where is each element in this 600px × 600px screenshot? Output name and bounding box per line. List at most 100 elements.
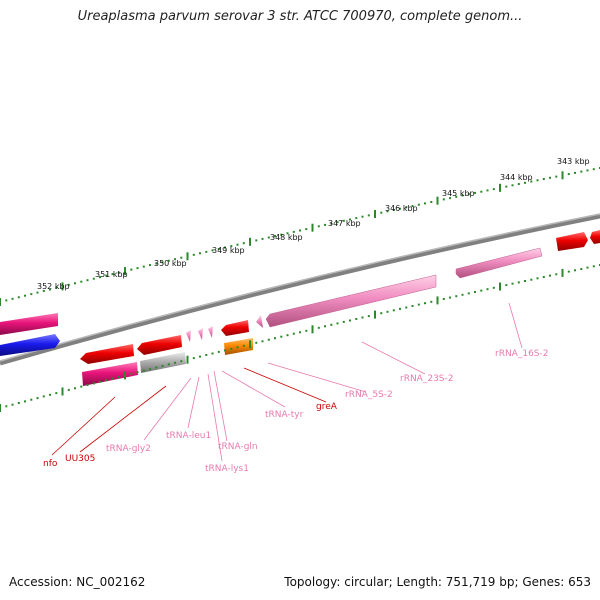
- gene-feature: [0, 334, 60, 356]
- minor-tick: [161, 261, 164, 264]
- minor-tick: [586, 169, 589, 172]
- minor-tick: [517, 183, 520, 185]
- minor-tick: [80, 280, 83, 283]
- minor-tick: [592, 265, 595, 268]
- minor-tick: [242, 242, 245, 245]
- minor-tick: [192, 357, 195, 360]
- minor-tick: [430, 300, 433, 303]
- minor-tick: [330, 222, 333, 225]
- genome-stats-text: Topology: circular; Length: 751,719 bp; …: [284, 575, 591, 589]
- gene-feature: [140, 352, 186, 373]
- minor-tick: [155, 366, 158, 369]
- minor-tick: [174, 361, 176, 364]
- callout-line: [51, 396, 116, 456]
- gene-label-rrna-5s-2: rRNA_5S-2: [345, 390, 393, 400]
- minor-tick: [99, 380, 101, 383]
- minor-tick: [149, 368, 151, 371]
- gene-feature: [80, 344, 134, 364]
- minor-tick: [286, 232, 289, 235]
- scale-label: 349 kbp: [212, 246, 245, 255]
- minor-tick: [99, 276, 101, 279]
- minor-tick: [117, 271, 120, 274]
- minor-tick: [549, 274, 551, 277]
- scale-label: 350 kbp: [154, 259, 187, 268]
- minor-tick: [342, 219, 345, 222]
- minor-tick: [142, 369, 145, 372]
- gene-labels: nfo UU305 tRNA-gly2 tRNA-leu1 tRNA-gln t…: [43, 349, 548, 474]
- gene-label-trna-lys1: tRNA-lys1: [205, 464, 249, 474]
- major-tick: [61, 282, 64, 291]
- minor-tick: [555, 273, 558, 276]
- minor-tick: [361, 215, 364, 218]
- callout-line: [508, 302, 523, 349]
- gene-feature: [198, 328, 203, 340]
- minor-tick: [517, 281, 520, 284]
- minor-tick: [136, 267, 139, 270]
- gene-label-uu305: UU305: [65, 454, 95, 464]
- minor-tick: [392, 209, 395, 211]
- minor-tick: [349, 218, 351, 221]
- minor-tick: [524, 280, 526, 282]
- minor-tick: [161, 364, 164, 367]
- minor-tick: [367, 214, 370, 217]
- minor-tick: [199, 355, 201, 358]
- major-tick: [436, 196, 439, 205]
- major-tick: [186, 355, 189, 364]
- minor-tick: [399, 307, 401, 310]
- minor-tick: [280, 233, 283, 236]
- major-tick: [0, 404, 1, 412]
- minor-tick: [211, 352, 214, 355]
- major-tick: [249, 340, 251, 349]
- minor-tick: [67, 283, 70, 286]
- forward-strand-genes: [0, 230, 600, 335]
- minor-tick: [342, 320, 345, 323]
- minor-tick: [549, 176, 551, 179]
- gene-feature: [186, 330, 191, 342]
- minor-tick: [117, 376, 120, 378]
- minor-tick: [424, 302, 426, 305]
- minor-tick: [267, 236, 270, 239]
- minor-tick: [55, 286, 58, 289]
- minor-tick: [292, 332, 295, 335]
- minor-tick: [24, 294, 26, 297]
- minor-tick: [580, 170, 583, 173]
- minor-tick: [336, 221, 339, 224]
- scale-label: 345 kbp: [442, 189, 475, 198]
- minor-tick: [411, 305, 414, 307]
- minor-tick: [355, 318, 358, 320]
- gene-label-trna-leu1: tRNA-leu1: [166, 431, 211, 441]
- minor-tick: [530, 278, 533, 281]
- inner-scale-ticks: [0, 264, 600, 412]
- minor-tick: [467, 292, 470, 295]
- minor-tick: [386, 310, 389, 313]
- major-tick: [561, 171, 564, 180]
- minor-tick: [230, 347, 233, 350]
- minor-tick: [211, 249, 214, 252]
- major-tick: [311, 223, 314, 232]
- minor-tick: [92, 382, 95, 385]
- minor-tick: [80, 385, 83, 388]
- minor-tick: [467, 193, 470, 196]
- minor-tick: [149, 264, 151, 267]
- minor-tick: [111, 273, 114, 276]
- minor-tick: [574, 269, 576, 272]
- minor-tick: [461, 194, 464, 197]
- minor-tick: [492, 286, 495, 289]
- minor-tick: [530, 180, 533, 183]
- gene-label-rrna-16s-2: rRNA_16S-2: [495, 349, 548, 359]
- minor-tick: [299, 331, 301, 334]
- minor-tick: [355, 217, 358, 220]
- minor-tick: [386, 210, 389, 213]
- major-tick: [499, 282, 501, 291]
- minor-tick: [474, 291, 476, 293]
- minor-tick: [217, 350, 220, 353]
- callout-line: [243, 367, 327, 403]
- minor-tick: [49, 288, 51, 291]
- gene-feature: [221, 320, 249, 336]
- callout-line: [221, 370, 286, 408]
- minor-tick: [130, 372, 133, 375]
- genome-backbone: [0, 213, 600, 366]
- minor-tick: [261, 237, 264, 240]
- minor-tick: [461, 293, 464, 296]
- callout-line: [213, 370, 228, 442]
